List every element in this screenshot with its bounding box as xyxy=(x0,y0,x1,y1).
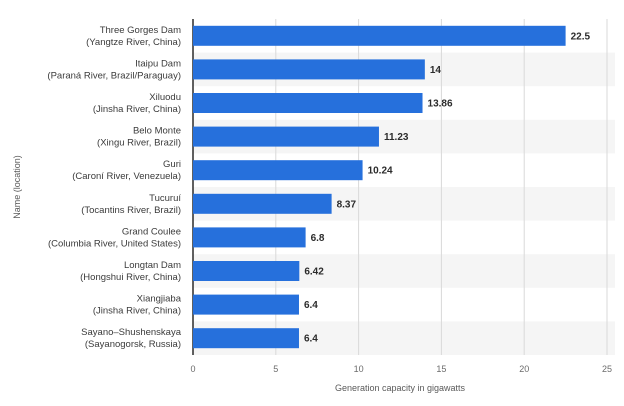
data-label: 6.4 xyxy=(304,334,318,345)
data-label: 6.4 xyxy=(304,300,318,311)
category-location: (Jinsha River, China) xyxy=(93,306,181,317)
data-label: 8.37 xyxy=(337,199,357,210)
x-tick-label: 25 xyxy=(602,364,612,374)
category-name: Xiangjiaba xyxy=(137,294,182,305)
category-name: Belo Monte xyxy=(133,126,181,137)
bar[interactable] xyxy=(193,126,379,147)
x-tick-label: 0 xyxy=(190,364,195,374)
y-axis-title: Name (location) xyxy=(12,155,22,219)
category-location: (Caroní River, Venezuela) xyxy=(72,171,181,182)
category-label: Tucuruí (Tocantins River, Brazil) xyxy=(81,193,181,216)
category-label: Guri (Caroní River, Venezuela) xyxy=(72,159,181,182)
category-label: Sayano–Shushenskaya (Sayanogorsk, Russia) xyxy=(81,327,182,350)
bar[interactable] xyxy=(193,294,299,315)
data-label: 6.8 xyxy=(311,233,325,244)
category-location: (Paraná River, Brazil/Paraguay) xyxy=(47,70,181,81)
x-tick-label: 10 xyxy=(354,364,364,374)
category-label: Three Gorges Dam (Yangtze River, China) xyxy=(86,25,181,48)
bar[interactable] xyxy=(193,59,425,80)
category-name: Itaipu Dam xyxy=(135,58,181,69)
data-label: 6.42 xyxy=(304,267,324,278)
bar[interactable] xyxy=(193,25,566,46)
bar[interactable] xyxy=(193,93,423,113)
category-name: Grand Coulee xyxy=(122,226,181,237)
category-location: (Sayanogorsk, Russia) xyxy=(85,339,181,350)
bar[interactable] xyxy=(193,328,299,349)
category-label: Xiluodu (Jinsha River, China) xyxy=(93,92,181,115)
category-name: Sayano–Shushenskaya xyxy=(81,327,182,338)
category-name: Three Gorges Dam xyxy=(100,25,181,36)
category-label: Xiangjiaba (Jinsha River, China) xyxy=(93,294,182,317)
category-labels: Three Gorges Dam (Yangtze River, China) It… xyxy=(47,25,181,350)
category-location: (Yangtze River, China) xyxy=(86,37,181,48)
category-location: (Hongshui River, China) xyxy=(80,272,181,283)
category-location: (Columbia River, United States) xyxy=(48,238,181,249)
x-axis-title: Generation capacity in gigawatts xyxy=(335,383,466,393)
category-name: Longtan Dam xyxy=(124,260,181,271)
x-tick-label: 5 xyxy=(273,364,278,374)
data-label: 13.86 xyxy=(428,99,453,110)
bar[interactable] xyxy=(193,193,332,214)
category-label: Itaipu Dam (Paraná River, Brazil/Paraguay… xyxy=(47,58,181,81)
value-labels: 22.5 14 13.86 11.23 10.24 8.37 6.8 6.42 6.4 6.4 xyxy=(304,31,591,344)
x-tick-label: 20 xyxy=(519,364,529,374)
category-name: Tucuruí xyxy=(149,193,181,204)
bar[interactable] xyxy=(193,227,306,248)
category-name: Xiluodu xyxy=(149,92,181,103)
category-location: (Xingu River, Brazil) xyxy=(97,138,181,149)
x-tick-label: 15 xyxy=(436,364,446,374)
data-label: 14 xyxy=(430,65,442,76)
data-label: 11.23 xyxy=(384,132,409,143)
category-name: Guri xyxy=(163,159,181,170)
data-label: 10.24 xyxy=(368,166,393,177)
bar[interactable] xyxy=(193,160,363,181)
category-label: Longtan Dam (Hongshui River, China) xyxy=(80,260,181,283)
bar[interactable] xyxy=(193,261,300,281)
bars xyxy=(193,25,566,349)
category-location: (Jinsha River, China) xyxy=(93,104,181,115)
x-tick-labels: 0 5 10 15 20 25 xyxy=(190,364,612,374)
data-label: 22.5 xyxy=(571,31,591,42)
category-label: Belo Monte (Xingu River, Brazil) xyxy=(97,126,181,149)
category-label: Grand Coulee (Columbia River, United Stat… xyxy=(48,226,181,249)
category-location: (Tocantins River, Brazil) xyxy=(81,205,181,216)
